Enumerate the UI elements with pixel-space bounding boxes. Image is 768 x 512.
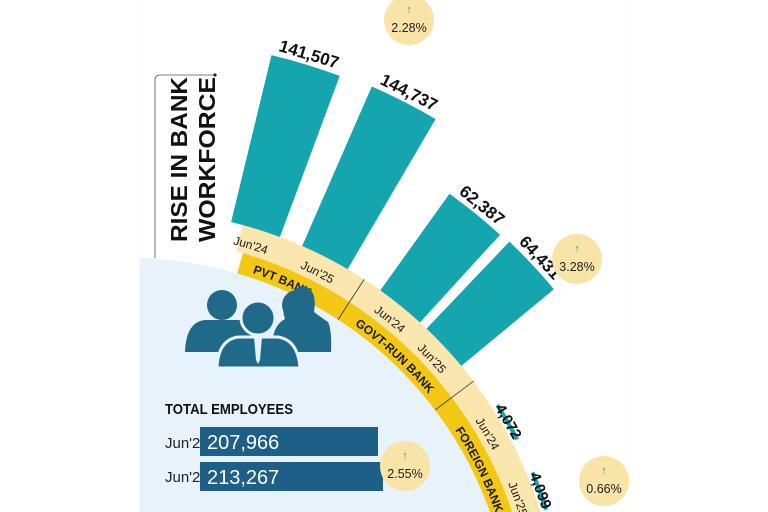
arrow-up-icon: ↑: [601, 465, 607, 477]
bar-govt-run-bank-jun25: [426, 241, 554, 366]
change-value: 3.28%: [559, 260, 594, 274]
arrow-up-icon: ↑: [402, 450, 408, 462]
total-employees-title: TOTAL EMPLOYEES: [165, 401, 293, 418]
total-bar-jun25: [200, 462, 383, 491]
bar-pvt-bank-jun25: [302, 86, 436, 270]
bar-pvt-bank-jun24: [231, 55, 340, 237]
total-value-jun24: 207,966: [207, 432, 279, 454]
title-bracket: [154, 74, 215, 258]
total-bar-jun24: [200, 427, 378, 456]
bar-govt-run-bank-jun24: [380, 193, 501, 323]
bar-foreign-bank-jun25: [530, 471, 548, 511]
chart-title-line2: WORKFORCE: [194, 77, 220, 242]
category-band: [237, 253, 513, 512]
chart-title-line1: RISE IN BANK: [166, 77, 192, 242]
bar-foreign-bank-jun24: [495, 404, 519, 441]
period-band: [235, 225, 541, 512]
category-separator: [337, 279, 365, 320]
total-value-jun25: 213,267: [207, 467, 279, 489]
arrow-up-icon: ↑: [574, 243, 580, 255]
change-badge-foreign: ↑ 0.66%: [579, 456, 629, 506]
total-row-label: Jun'24: [165, 435, 209, 452]
change-badge-total: ↑ 2.55%: [380, 441, 430, 491]
change-badge-govt: ↑ 3.28%: [552, 234, 602, 284]
category-separator: [434, 380, 474, 411]
change-value: 2.28%: [391, 21, 426, 35]
total-row-label: Jun'25: [165, 469, 209, 486]
change-value: 0.66%: [586, 482, 621, 496]
change-badge-pvt: ↑ 2.28%: [384, 0, 434, 45]
arrow-up-icon: ↑: [406, 4, 412, 16]
change-value: 2.55%: [387, 467, 422, 481]
bracket-dot: [213, 73, 217, 77]
people-group-icon: [185, 286, 332, 370]
